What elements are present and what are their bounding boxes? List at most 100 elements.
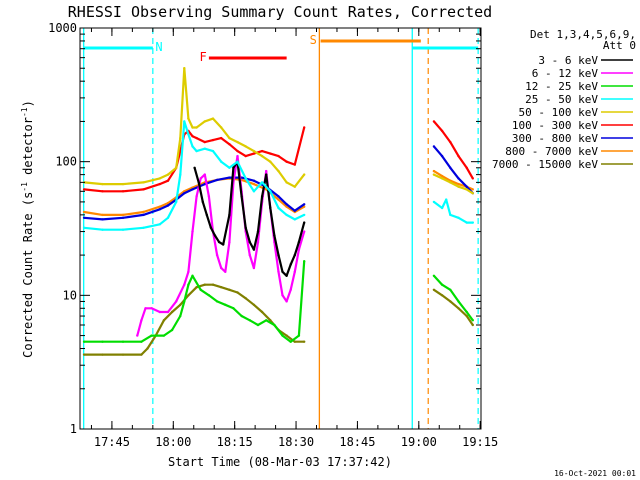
series-point-0-0-2 <box>201 200 204 204</box>
y-axis-label-sup2: -1 <box>20 107 29 117</box>
series-point-3-0-18 <box>252 190 256 193</box>
x-axis-label: Start Time (08-Mar-03 17:37:42) <box>168 455 392 469</box>
series-point-0-0-19 <box>273 234 276 237</box>
y-axis-label: Corrected Count Rate (s-1 detector-1) <box>20 100 35 358</box>
series-line-2-seg-0 <box>84 261 306 343</box>
series-point-1-0-15 <box>215 253 219 257</box>
series-point-5-0-5 <box>166 179 170 182</box>
series-point-0-0-5 <box>213 234 217 237</box>
series-point-2-0-23 <box>297 334 301 337</box>
series-point-3-0-5 <box>166 216 170 219</box>
series-point-7-0-1 <box>101 213 104 217</box>
series-point-5-0-2 <box>121 190 125 193</box>
series-point-2-0-4 <box>150 334 153 337</box>
series-point-8-0-0 <box>82 353 86 356</box>
series-point-2-0-6 <box>170 328 174 332</box>
series-point-2-1-5 <box>471 319 474 322</box>
series-point-6-0-4 <box>158 208 161 211</box>
series-point-1-0-20 <box>236 154 239 158</box>
series-point-2-0-18 <box>256 323 260 327</box>
series-line-6-seg-1 <box>433 145 474 195</box>
series-point-3-0-11 <box>195 149 198 153</box>
series-point-3-0-8 <box>183 120 186 123</box>
series-point-1-0-23 <box>248 253 251 257</box>
series-point-4-0-24 <box>303 173 306 176</box>
series-point-4-1-1 <box>440 177 444 180</box>
x-tick-label-1: 18:00 <box>155 435 191 449</box>
legend-label-8: 7000 - 15000 keV <box>492 158 598 171</box>
series-point-7-0-4 <box>158 205 161 208</box>
series-point-5-0-16 <box>236 149 239 153</box>
series-point-1-0-34 <box>293 270 296 273</box>
series-point-5-0-15 <box>228 143 231 146</box>
series-point-2-0-0 <box>82 340 86 343</box>
series-point-3-0-4 <box>158 223 161 226</box>
series-layer <box>82 67 474 356</box>
series-point-2-0-19 <box>265 319 268 322</box>
series-point-6-0-18 <box>303 203 306 206</box>
series-point-0-0-22 <box>285 274 288 277</box>
series-point-8-1-3 <box>457 307 460 310</box>
series-point-3-1-4 <box>457 216 460 219</box>
series-point-5-0-1 <box>101 190 104 193</box>
series-point-5-0-11 <box>195 136 198 140</box>
series-point-6-1-2 <box>449 166 452 169</box>
series-point-4-0-3 <box>142 181 145 184</box>
legend-label-6: 300 - 800 keV <box>512 132 598 145</box>
series-point-1-0-6 <box>175 300 178 303</box>
series-point-1-0-3 <box>150 307 153 310</box>
series-point-4-0-1 <box>101 182 104 186</box>
series-point-8-1-1 <box>440 294 444 297</box>
series-line-3-seg-1 <box>433 198 473 224</box>
series-point-3-1-6 <box>471 221 474 224</box>
saa-bar-label: S <box>310 33 317 47</box>
series-point-0-0-1 <box>197 181 200 184</box>
legend-label-2: 12 - 25 keV <box>525 80 598 93</box>
y-axis-label-sup1: -1 <box>20 182 29 192</box>
plot-frame <box>79 27 482 430</box>
series-point-8-0-8 <box>179 303 182 306</box>
series-point-8-0-12 <box>211 283 215 286</box>
series-point-1-0-18 <box>228 240 231 244</box>
series-point-2-0-14 <box>224 303 227 306</box>
series-point-3-0-3 <box>142 226 145 229</box>
series-point-8-0-22 <box>293 340 296 343</box>
series-point-1-0-31 <box>281 294 284 297</box>
series-point-2-0-24 <box>303 260 306 263</box>
series-point-8-0-2 <box>121 353 125 356</box>
series-point-3-0-10 <box>191 145 194 148</box>
legend-header-1: Att 0 <box>603 39 636 52</box>
series-point-0-0-17 <box>265 173 268 176</box>
series-point-1-0-30 <box>277 270 280 273</box>
x-tick-label-2: 18:15 <box>217 435 253 449</box>
series-point-3-0-7 <box>179 173 182 176</box>
series-point-4-0-5 <box>166 173 170 176</box>
series-point-1-0-0 <box>136 334 139 337</box>
series-point-1-0-8 <box>187 270 190 273</box>
series-point-3-0-20 <box>269 190 272 193</box>
series-point-5-0-24 <box>303 126 306 129</box>
series-point-3-1-2 <box>445 198 448 201</box>
series-point-7-0-15 <box>277 198 280 201</box>
series-point-5-0-19 <box>260 149 264 153</box>
series-point-8-0-14 <box>228 288 231 291</box>
series-point-6-0-17 <box>293 209 296 212</box>
series-point-6-0-1 <box>101 218 104 221</box>
series-point-5-0-18 <box>252 152 256 155</box>
series-point-2-0-11 <box>199 288 202 291</box>
series-point-6-0-15 <box>277 195 280 198</box>
series-point-8-0-9 <box>187 294 190 297</box>
legend-label-0: 3 - 6 keV <box>538 54 598 67</box>
series-point-1-0-33 <box>289 288 292 291</box>
series-point-4-0-17 <box>244 145 247 148</box>
series-point-4-0-10 <box>191 126 194 129</box>
series-point-2-0-12 <box>207 294 211 297</box>
series-point-3-0-22 <box>285 213 288 217</box>
flare-bar-label: F <box>200 50 207 64</box>
series-point-0-0-9 <box>232 166 235 169</box>
y-axis-label-part2: detector <box>21 117 35 182</box>
series-point-6-0-3 <box>142 213 145 217</box>
series-point-0-0-11 <box>240 195 243 198</box>
y-tick-label-1: 10 <box>63 288 77 302</box>
